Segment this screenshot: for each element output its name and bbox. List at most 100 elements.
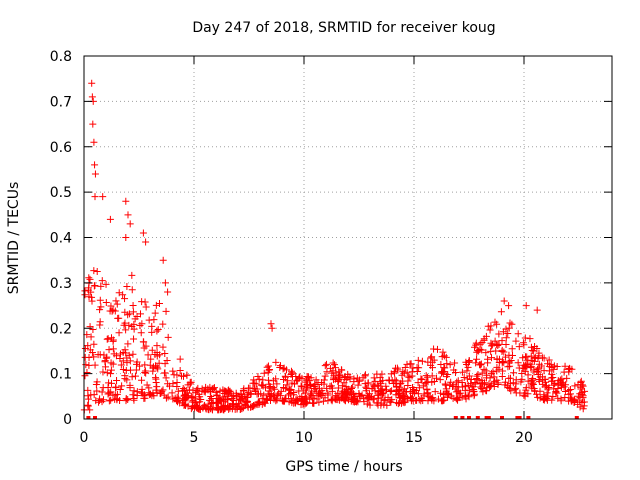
- data-point: [174, 387, 182, 395]
- data-point: [85, 361, 93, 369]
- data-point: [121, 308, 129, 316]
- data-point: [474, 370, 482, 378]
- data-point: [399, 368, 407, 376]
- zero-marker: [574, 416, 579, 419]
- data-point: [251, 401, 259, 409]
- data-point: [417, 397, 425, 405]
- y-tick-label: 0.2: [50, 321, 72, 337]
- data-point: [295, 387, 303, 395]
- data-point: [538, 362, 546, 370]
- data-point: [298, 383, 306, 391]
- axis-ticks: 0 0.1 0.2 0.3 0.4 0.5 0.6 0.7 0.8 0 5 10 15 20: [50, 49, 612, 446]
- data-point: [577, 379, 585, 387]
- data-point: [553, 389, 561, 397]
- data-point: [194, 384, 202, 392]
- data-point: [213, 399, 221, 407]
- data-point: [394, 400, 402, 408]
- data-point: [86, 275, 94, 283]
- data-point: [162, 374, 170, 382]
- data-point: [414, 356, 422, 364]
- data-point: [520, 341, 528, 349]
- data-point: [101, 363, 109, 371]
- data-point: [101, 357, 109, 365]
- data-point: [176, 367, 184, 375]
- data-point: [511, 386, 519, 394]
- data-point: [150, 316, 158, 324]
- data-point: [400, 369, 408, 377]
- data-point: [550, 381, 558, 389]
- data-point: [105, 346, 113, 354]
- data-point: [358, 391, 366, 399]
- data-point: [336, 372, 344, 380]
- data-point: [130, 387, 138, 395]
- data-point: [462, 392, 470, 400]
- data-point: [252, 380, 260, 388]
- data-point: [335, 393, 343, 401]
- data-point: [498, 337, 506, 345]
- data-point: [388, 377, 396, 385]
- data-point: [136, 362, 144, 370]
- data-point: [168, 389, 176, 397]
- data-point: [113, 377, 121, 385]
- data-point: [93, 267, 101, 275]
- data-point: [375, 382, 383, 390]
- data-point: [161, 279, 169, 287]
- data-point: [307, 374, 315, 382]
- data-point: [159, 320, 167, 328]
- data-point: [103, 335, 111, 343]
- data-point: [378, 385, 386, 393]
- data-point: [207, 392, 215, 400]
- data-point: [122, 234, 130, 241]
- data-point: [107, 359, 115, 367]
- data-point: [119, 348, 127, 356]
- data-point: [125, 321, 133, 329]
- data-point: [514, 330, 522, 338]
- data-point: [338, 366, 346, 374]
- data-point: [89, 120, 97, 128]
- data-point: [507, 387, 515, 395]
- data-point: [186, 378, 194, 386]
- data-point: [373, 370, 381, 378]
- data-point: [437, 389, 445, 397]
- data-point: [179, 385, 187, 393]
- data-point: [129, 302, 137, 310]
- data-point: [250, 376, 258, 384]
- data-point: [515, 343, 523, 351]
- data-point: [225, 403, 233, 411]
- data-point: [162, 394, 170, 402]
- data-point: [548, 396, 556, 404]
- data-point: [264, 376, 272, 384]
- data-point: [148, 392, 156, 400]
- zero-marker: [500, 416, 504, 419]
- data-point: [173, 378, 181, 386]
- data-point: [527, 352, 535, 360]
- data-point: [490, 382, 498, 390]
- data-point: [99, 193, 107, 201]
- data-point: [579, 394, 587, 402]
- data-point: [463, 367, 471, 375]
- data-point: [158, 387, 166, 395]
- data-point: [86, 346, 94, 354]
- data-point: [154, 325, 162, 333]
- data-point: [535, 375, 543, 383]
- data-point: [107, 302, 115, 310]
- data-point: [123, 283, 131, 291]
- data-point: [342, 375, 350, 383]
- data-point: [164, 288, 172, 296]
- data-point: [309, 399, 317, 407]
- data-point: [357, 392, 365, 400]
- zero-marker: [486, 416, 491, 419]
- data-point: [116, 386, 124, 394]
- data-point: [388, 387, 396, 395]
- data-point: [557, 383, 565, 391]
- data-point: [102, 280, 110, 288]
- data-point: [524, 356, 532, 364]
- data-point: [136, 322, 144, 330]
- data-point: [441, 380, 449, 388]
- data-point: [495, 330, 503, 338]
- data-point: [321, 362, 329, 370]
- y-tick-label: 0.5: [50, 185, 72, 201]
- data-point: [144, 351, 152, 359]
- data-point: [489, 368, 497, 376]
- zero-marker: [93, 416, 97, 419]
